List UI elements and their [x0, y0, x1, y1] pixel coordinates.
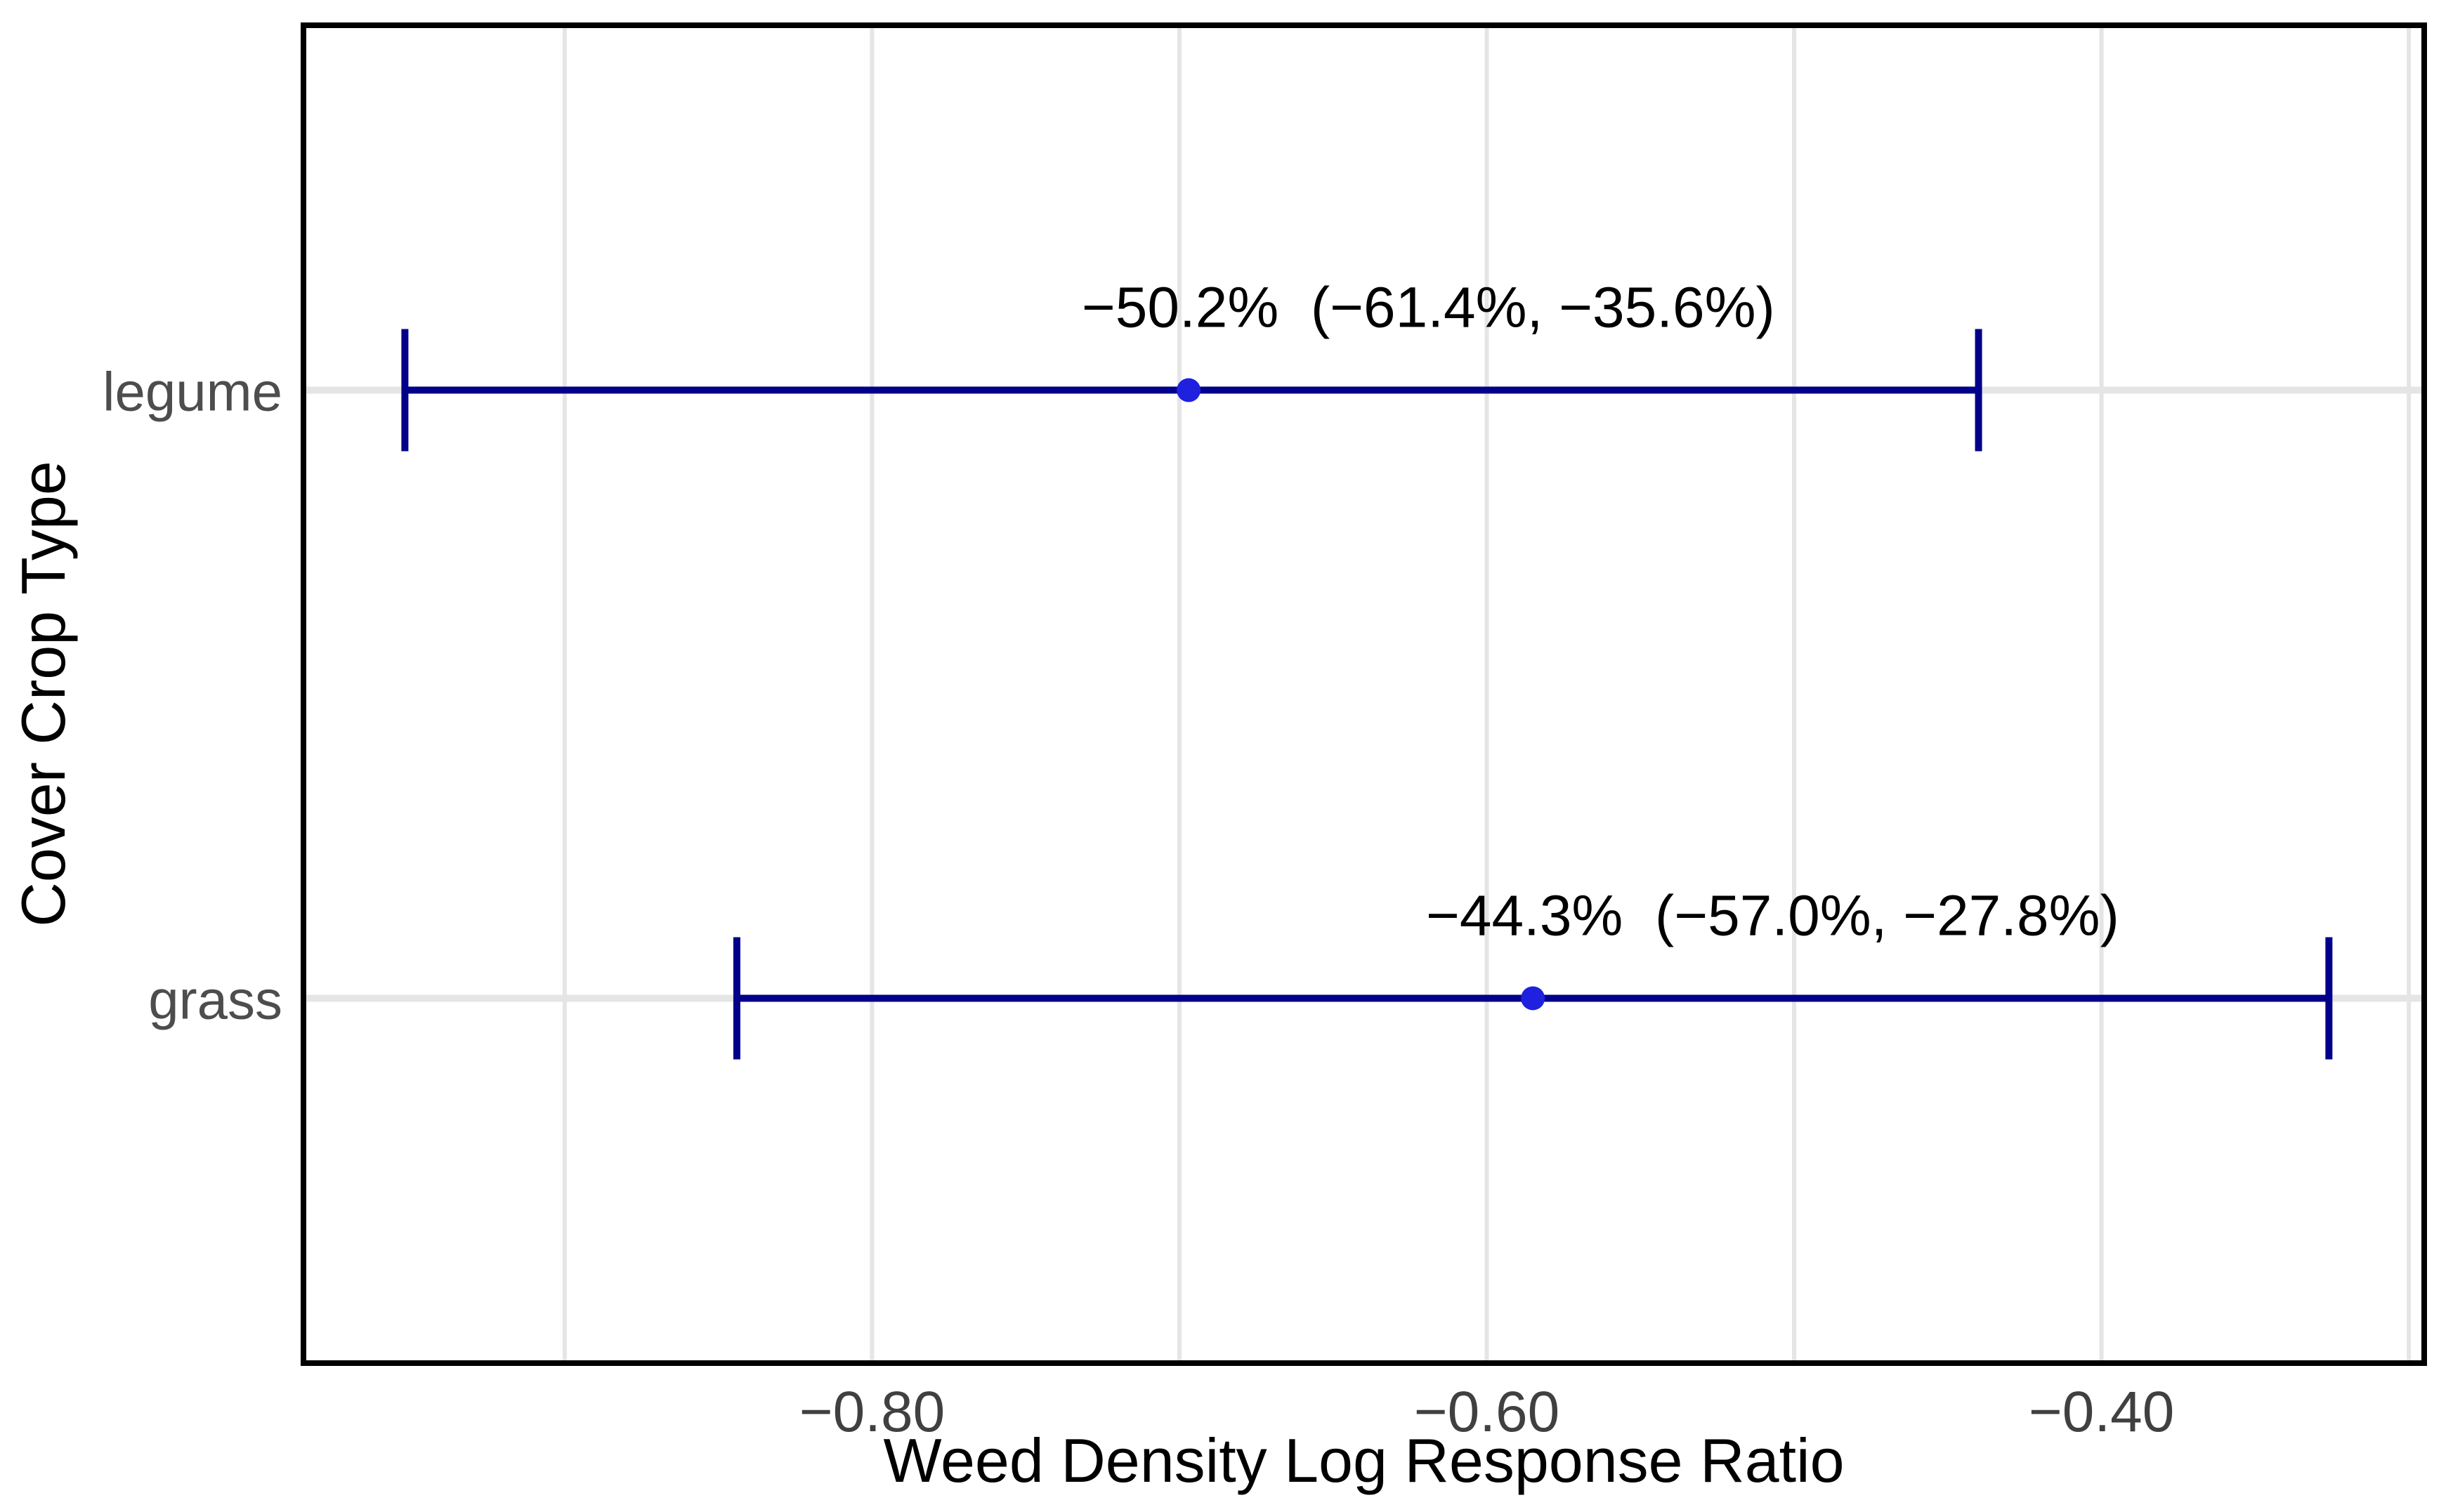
series-legume: −50.2% (−61.4%, −35.6%): [401, 276, 1982, 452]
panel-border: [301, 22, 2427, 1366]
y-category-label-legume: legume: [103, 361, 282, 423]
estimate-annotation: −44.3% (−57.0%, −27.8%): [1426, 883, 2119, 947]
x-tick-label: −0.80: [799, 1380, 945, 1444]
data-point: [1521, 986, 1545, 1011]
data-point: [1177, 378, 1201, 402]
x-tick-label: −0.40: [2029, 1380, 2174, 1444]
estimate-annotation: −50.2% (−61.4%, −35.6%): [1082, 276, 1775, 340]
series-grass: −44.3% (−57.0%, −27.8%): [733, 883, 2333, 1060]
y-axis-title: Cover Crop Type: [8, 461, 78, 927]
x-axis-title: Weed Density Log Response Ratio: [883, 1426, 1845, 1495]
y-category-label-grass: grass: [148, 968, 282, 1030]
x-tick-label: −0.60: [1414, 1380, 1559, 1444]
